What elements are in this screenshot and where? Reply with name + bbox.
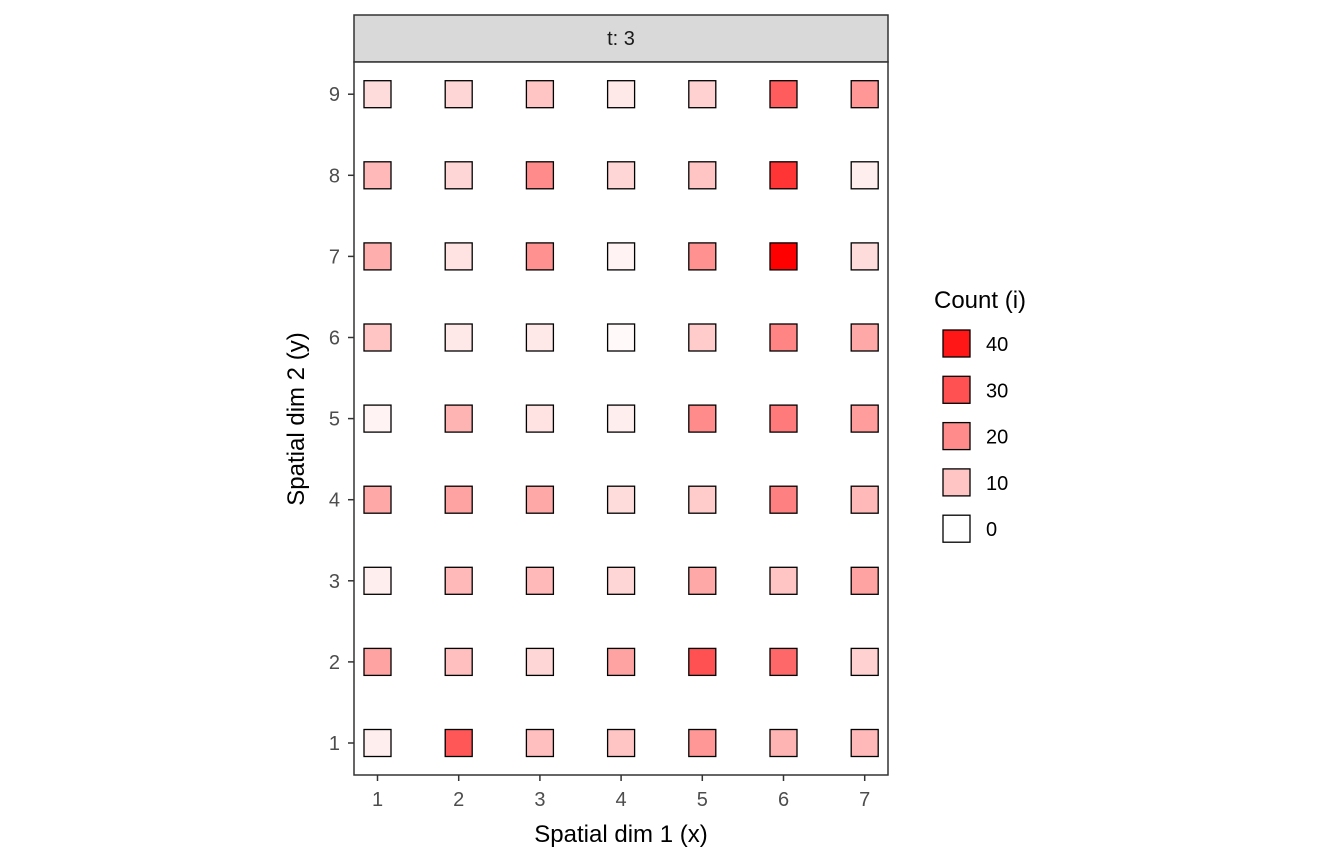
heatmap-cell	[363, 728, 392, 758]
heatmap-cell	[606, 323, 636, 352]
legend-title: Count (i)	[934, 287, 1026, 314]
heatmap-cell	[444, 161, 473, 190]
y-tick-label: 5	[329, 409, 340, 431]
heatmap-cell	[769, 323, 798, 352]
y-axis: 1 2 3 4 5 6 7 8 9	[329, 84, 354, 755]
heatmap-cell	[850, 323, 879, 352]
y-tick-label: 7	[329, 246, 340, 268]
y-tick-label: 9	[329, 84, 340, 106]
heatmap-cell	[688, 566, 717, 595]
heatmap-cell	[606, 161, 636, 190]
heatmap-cell	[606, 566, 636, 595]
x-tick-label: 1	[372, 789, 383, 811]
heatmap-cell	[444, 647, 473, 677]
heatmap-cell	[606, 485, 636, 514]
heatmap-cell	[525, 728, 555, 758]
heatmap-cell	[688, 404, 717, 433]
heatmap-cell	[363, 566, 392, 595]
heatmap-cell	[363, 485, 392, 514]
facet-label: t: 3	[607, 28, 635, 50]
heatmap-cell	[688, 80, 717, 109]
heatmap-cell	[850, 404, 879, 433]
legend-key	[942, 514, 971, 543]
heatmap-cell	[525, 242, 555, 271]
heatmap-cell	[769, 485, 798, 514]
legend-key	[942, 375, 971, 404]
y-tick-label: 1	[329, 733, 340, 755]
y-tick-label: 6	[329, 328, 340, 350]
heatmap-cell	[688, 242, 717, 271]
heatmap-cell	[525, 161, 555, 190]
x-axis: 1 2 3 4 5 6 7	[372, 775, 870, 811]
legend-key	[942, 329, 971, 358]
x-tick-label: 3	[534, 789, 545, 811]
heatmap-cell	[363, 80, 392, 109]
heatmap-cell	[769, 404, 798, 433]
heatmap-cell	[850, 566, 879, 595]
legend: Count (i) 40 30 20 10 0	[934, 287, 1026, 543]
heatmap-cell	[363, 647, 392, 677]
heatmap-cell	[606, 647, 636, 677]
legend-label: 20	[986, 427, 1008, 449]
heatmap-cell	[363, 404, 392, 433]
heatmap-cell	[769, 242, 798, 271]
heatmap-cell	[606, 728, 636, 758]
heatmap-cell	[525, 404, 555, 433]
heatmap-cell	[688, 485, 717, 514]
heatmap-cell	[444, 728, 473, 758]
legend-label: 10	[986, 473, 1008, 495]
heatmap-cell	[525, 80, 555, 109]
heatmap-cell	[769, 728, 798, 758]
heatmap-cell	[688, 161, 717, 190]
heatmap-cell	[850, 80, 879, 109]
legend-label: 30	[986, 380, 1008, 402]
heatmap-cell	[606, 80, 636, 109]
heatmap-cell	[769, 80, 798, 109]
heatmap-cell	[444, 80, 473, 109]
heatmap-cell	[444, 566, 473, 595]
y-tick-label: 3	[329, 571, 340, 593]
x-tick-label: 4	[616, 789, 627, 811]
heatmap-cell	[606, 242, 636, 271]
heatmap-cell	[606, 404, 636, 433]
heatmap-cell	[850, 647, 879, 677]
heatmap-cell	[850, 485, 879, 514]
y-axis-title: Spatial dim 2 (y)	[283, 332, 310, 505]
y-tick-label: 2	[329, 652, 340, 674]
x-axis-title: Spatial dim 1 (x)	[534, 821, 707, 848]
y-tick-label: 8	[329, 165, 340, 187]
heatmap-cell	[444, 323, 473, 352]
legend-key	[942, 468, 971, 497]
cells-layer	[363, 80, 879, 758]
heatmap-cell	[688, 323, 717, 352]
heatmap-cell	[363, 242, 392, 271]
heatmap-cell	[363, 161, 392, 190]
heatmap-cell	[444, 485, 473, 514]
heatmap-cell	[525, 647, 555, 677]
heatmap-cell	[444, 242, 473, 271]
heatmap-cell	[769, 161, 798, 190]
heatmap-cell	[525, 323, 555, 352]
heatmap-cell	[444, 404, 473, 433]
heatmap-cell	[688, 728, 717, 758]
x-tick-label: 6	[778, 789, 789, 811]
heatmap-cell	[850, 161, 879, 190]
heatmap-cell	[363, 323, 392, 352]
x-tick-label: 5	[697, 789, 708, 811]
legend-key	[942, 421, 971, 451]
heatmap-cell	[769, 566, 798, 595]
y-tick-label: 4	[329, 490, 340, 512]
heatmap-cell	[850, 242, 879, 271]
heatmap-cell	[688, 647, 717, 677]
x-tick-label: 2	[453, 789, 464, 811]
heatmap-cell	[769, 647, 798, 677]
legend-label: 40	[986, 334, 1008, 356]
heatmap-cell	[850, 728, 879, 758]
legend-label: 0	[986, 519, 997, 541]
facet-strip	[353, 14, 889, 63]
heatmap-cell	[525, 485, 555, 514]
heatmap-cell	[525, 566, 555, 595]
x-tick-label: 7	[859, 789, 870, 811]
